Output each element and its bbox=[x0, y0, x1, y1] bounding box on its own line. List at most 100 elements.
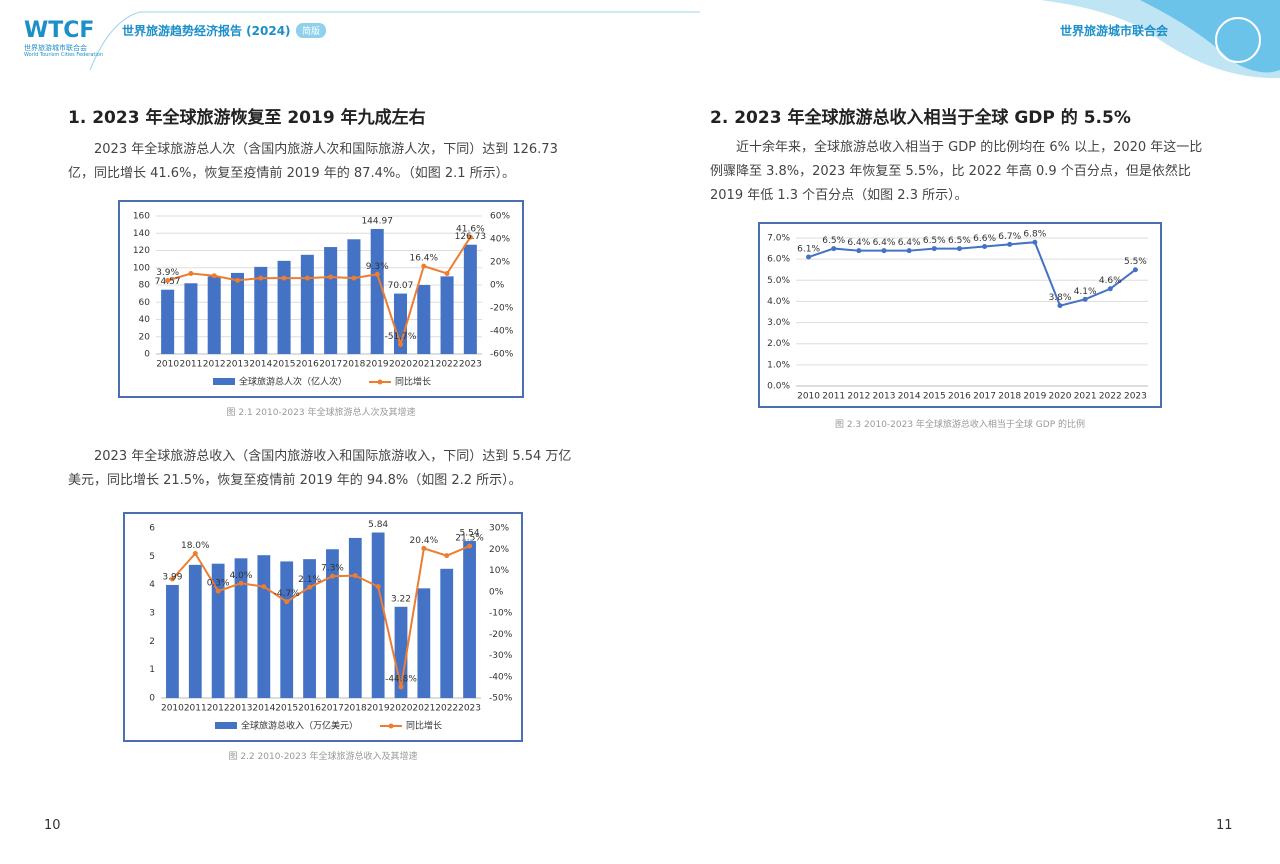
data-label: 4.0% bbox=[230, 571, 253, 581]
bar bbox=[417, 588, 431, 698]
marker bbox=[1107, 286, 1113, 292]
data-label: 9.3% bbox=[366, 262, 389, 272]
data-label: 6.8% bbox=[1023, 230, 1046, 240]
x-tick-label: 2010 bbox=[161, 704, 184, 714]
y2-tick-label: -60% bbox=[490, 350, 514, 360]
paragraph: 近十余年来，全球旅游总收入相当于 GDP 的比例均在 6% 以上，2020 年这… bbox=[710, 140, 1203, 203]
heading: 1. 2023 年全球旅游恢复至 2019 年九成左右 bbox=[68, 108, 426, 128]
y-tick-label: 3.0% bbox=[767, 318, 790, 328]
y-tick-label: 5 bbox=[149, 552, 155, 562]
bar bbox=[370, 228, 384, 354]
y2-tick-label: -20% bbox=[489, 630, 513, 640]
bar bbox=[207, 276, 221, 354]
y2-tick-label: 10% bbox=[489, 566, 509, 576]
data-label: 41.6% bbox=[456, 225, 485, 235]
legend-swatch bbox=[377, 379, 383, 385]
x-tick-label: 2016 bbox=[298, 704, 321, 714]
marker bbox=[375, 584, 381, 590]
bar bbox=[440, 276, 454, 354]
marker bbox=[374, 271, 380, 277]
marker bbox=[881, 248, 887, 254]
x-tick-label: 2013 bbox=[873, 392, 896, 402]
x-tick-label: 2019 bbox=[367, 704, 390, 714]
data-label: 6.7% bbox=[998, 232, 1021, 242]
bar bbox=[211, 563, 225, 698]
x-tick-label: 2017 bbox=[319, 360, 342, 370]
data-label: 2.1% bbox=[298, 575, 321, 585]
data-label: 6.4% bbox=[873, 238, 896, 248]
x-tick-label: 2012 bbox=[207, 704, 230, 714]
marker bbox=[906, 248, 912, 254]
bar bbox=[184, 283, 198, 354]
chart: 0.0% 1.0% 2.0% 3.0% 4.0% 5.0% 6.0% 7.0% 2010 2011… bbox=[758, 222, 1162, 408]
line bbox=[808, 241, 1137, 307]
data-label: -4.7% bbox=[274, 589, 301, 599]
data-label: 6.5% bbox=[948, 236, 971, 246]
bar bbox=[230, 272, 245, 354]
bar bbox=[257, 555, 271, 698]
x-tick-label: 2013 bbox=[230, 704, 253, 714]
x-tick-label: 2023 bbox=[458, 704, 481, 714]
data-label: 18.0% bbox=[181, 541, 210, 551]
marker bbox=[956, 246, 962, 252]
x-tick-label: 2013 bbox=[226, 360, 249, 370]
x-tick-label: 2017 bbox=[973, 392, 996, 402]
marker bbox=[1132, 267, 1138, 273]
y-tick-label: 40 bbox=[139, 315, 151, 325]
y-tick-label: 120 bbox=[133, 246, 150, 256]
x-tick-label: 2016 bbox=[296, 360, 319, 370]
legend-swatch bbox=[388, 723, 394, 729]
y-tick-label: 0 bbox=[149, 694, 155, 704]
bar bbox=[277, 260, 291, 354]
data-label: 3.99 bbox=[162, 572, 182, 582]
marker bbox=[1082, 296, 1088, 302]
x-tick-label: 2021 bbox=[1074, 392, 1097, 402]
bar bbox=[440, 568, 454, 698]
x-tick-label: 2011 bbox=[184, 704, 207, 714]
marker bbox=[806, 254, 812, 260]
y2-tick-label: -40% bbox=[489, 672, 513, 682]
x-tick-label: 2021 bbox=[412, 704, 435, 714]
y-tick-label: 60 bbox=[139, 298, 151, 308]
data-label: 74.57 bbox=[155, 277, 181, 287]
bar bbox=[324, 247, 338, 354]
data-label: 3.8% bbox=[1049, 293, 1072, 303]
x-tick-label: 2022 bbox=[436, 360, 459, 370]
data-label: 6.6% bbox=[973, 234, 996, 244]
caption: 图 2.3 2010-2023 年全球旅游总收入相当于全球 GDP 的比例 bbox=[834, 420, 1085, 430]
bar bbox=[348, 537, 362, 698]
page-number: 10 bbox=[44, 818, 61, 833]
marker bbox=[284, 599, 290, 605]
header: WTCF 世界旅游城市联合会 World Tourism Cities Fede… bbox=[0, 0, 1280, 79]
y-tick-label: 140 bbox=[133, 229, 150, 239]
badge: 简版 bbox=[296, 23, 327, 38]
y-tick-label: 100 bbox=[133, 263, 150, 273]
report-title: 世界旅游趋势经济报告 (2024) bbox=[122, 24, 291, 38]
x-tick-label: 2015 bbox=[275, 704, 298, 714]
marker bbox=[398, 341, 403, 347]
y2-tick-label: -20% bbox=[490, 304, 514, 314]
x-tick-label: 2010 bbox=[156, 360, 179, 370]
legend-swatch bbox=[215, 722, 237, 729]
data-label: 6.4% bbox=[898, 238, 921, 248]
y-tick-label: 1.0% bbox=[767, 360, 790, 370]
bar bbox=[234, 558, 248, 698]
marker bbox=[281, 275, 287, 281]
data-label: 3.22 bbox=[391, 594, 411, 604]
marker bbox=[329, 573, 335, 579]
y-tick-label: 0 bbox=[144, 350, 150, 360]
x-tick-label: 2015 bbox=[923, 392, 946, 402]
data-label: 16.4% bbox=[409, 254, 438, 264]
bar bbox=[463, 244, 477, 354]
legend-swatch bbox=[213, 378, 235, 385]
y-tick-label: 2 bbox=[149, 637, 155, 647]
y2-tick-label: 0% bbox=[490, 281, 505, 291]
data-label: 21.5% bbox=[455, 534, 484, 544]
marker bbox=[352, 573, 358, 579]
caption: 图 2.1 2010-2023 年全球旅游总人次及其增速 bbox=[226, 408, 416, 418]
data-label: 5.54 bbox=[460, 529, 480, 539]
x-tick-label: 2018 bbox=[998, 392, 1021, 402]
bar bbox=[188, 564, 202, 698]
marker bbox=[351, 275, 357, 281]
